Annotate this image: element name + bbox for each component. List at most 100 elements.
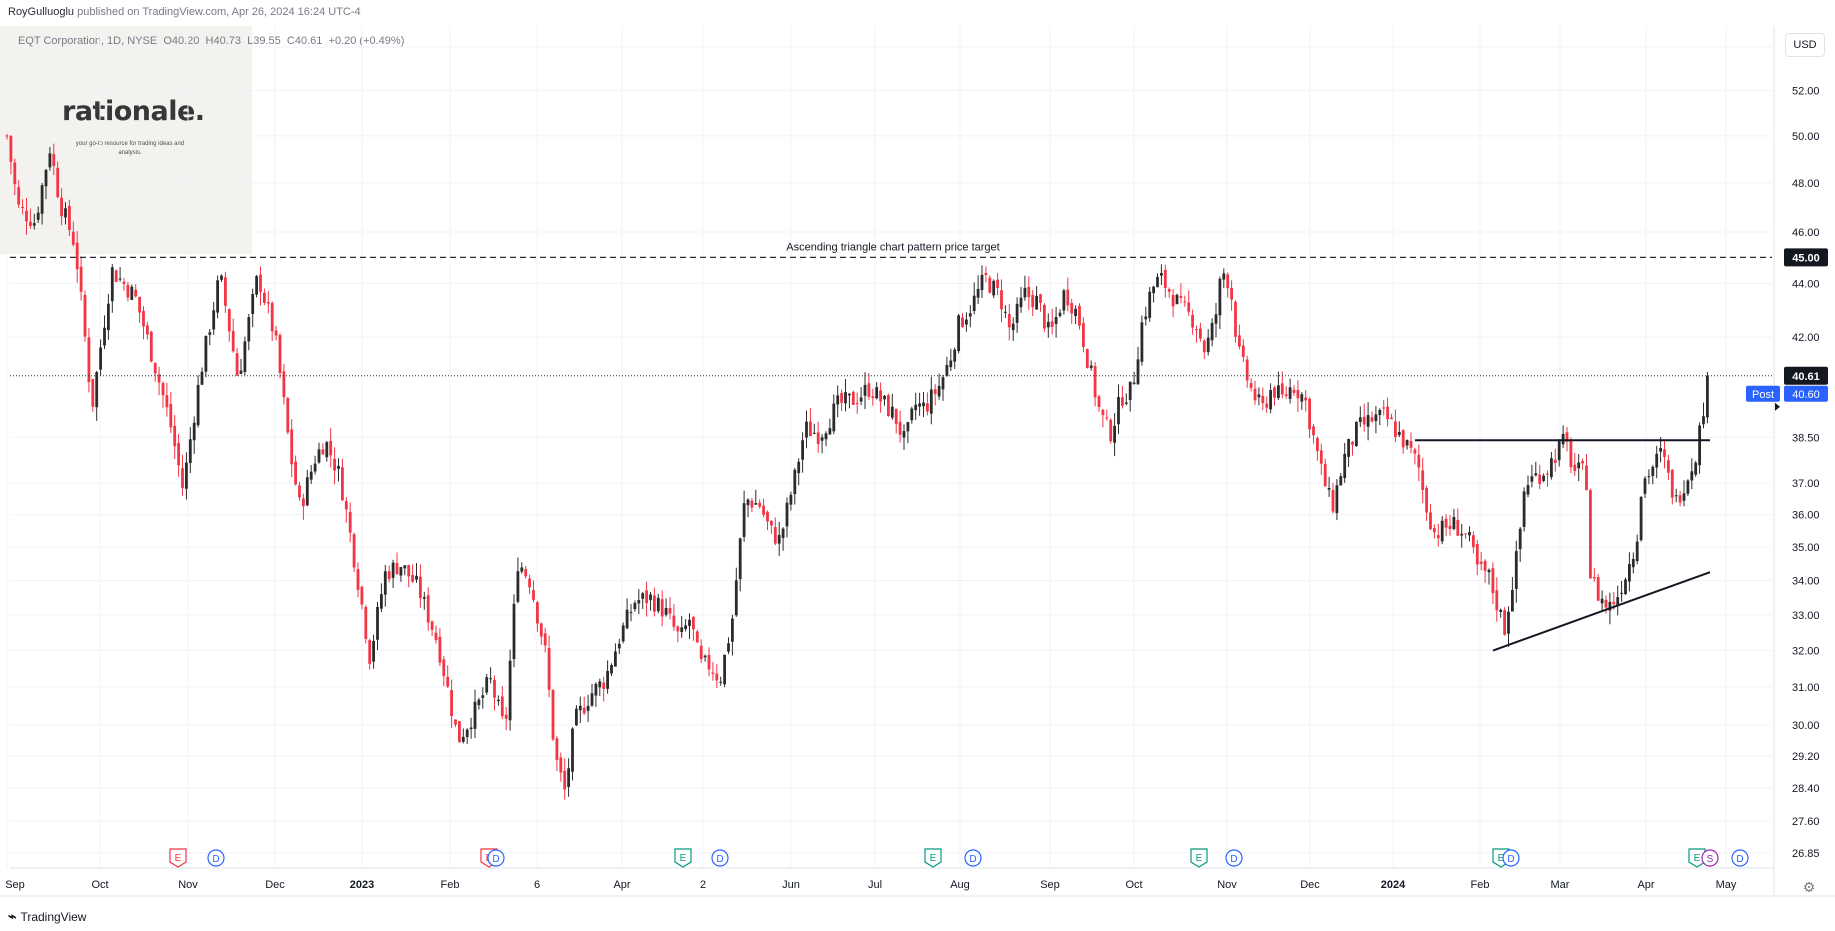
candle[interactable] — [372, 634, 375, 669]
candle[interactable] — [1557, 439, 1561, 467]
candle[interactable] — [1589, 488, 1592, 579]
candle[interactable] — [1522, 487, 1526, 532]
split-marker-icon[interactable]: S — [1701, 849, 1719, 867]
candle[interactable] — [1296, 380, 1300, 413]
candle[interactable] — [255, 274, 258, 298]
candle[interactable] — [910, 406, 914, 424]
candle[interactable] — [851, 390, 855, 406]
candle[interactable] — [512, 594, 516, 668]
candle[interactable] — [434, 625, 438, 644]
candle[interactable] — [1109, 417, 1113, 444]
candle[interactable] — [1335, 479, 1339, 521]
candle[interactable] — [430, 620, 434, 636]
candle[interactable] — [1175, 293, 1179, 305]
candle[interactable] — [906, 421, 910, 444]
candle[interactable] — [114, 269, 118, 283]
candle[interactable] — [528, 574, 531, 595]
candle[interactable] — [1659, 437, 1662, 463]
candle[interactable] — [1585, 454, 1588, 491]
candle[interactable] — [1179, 283, 1183, 304]
candle[interactable] — [1468, 526, 1471, 542]
candle[interactable] — [879, 382, 882, 413]
candle[interactable] — [497, 695, 500, 706]
candle[interactable] — [532, 580, 535, 603]
candle[interactable] — [746, 498, 750, 518]
candle[interactable] — [789, 491, 793, 511]
candle[interactable] — [391, 559, 395, 588]
candle[interactable] — [1292, 385, 1296, 397]
candle[interactable] — [465, 728, 469, 744]
candle[interactable] — [695, 629, 699, 643]
candle[interactable] — [1374, 406, 1378, 434]
candle[interactable] — [399, 567, 403, 582]
candle[interactable] — [188, 427, 192, 474]
candle[interactable] — [543, 627, 547, 653]
candle[interactable] — [1690, 458, 1694, 490]
candle[interactable] — [286, 396, 290, 435]
candle[interactable] — [173, 415, 177, 459]
tradingview-footer[interactable]: ⌁ TradingView — [8, 908, 86, 925]
candle[interactable] — [298, 482, 301, 501]
candle[interactable] — [341, 458, 344, 502]
candle[interactable] — [1561, 425, 1565, 449]
candle[interactable] — [731, 614, 734, 656]
candle[interactable] — [602, 676, 606, 702]
candle[interactable] — [504, 707, 508, 731]
candle[interactable] — [1366, 402, 1370, 441]
candle[interactable] — [1386, 397, 1389, 427]
candle[interactable] — [1253, 380, 1257, 405]
candle[interactable] — [1054, 306, 1058, 338]
candle[interactable] — [914, 392, 918, 421]
candle[interactable] — [243, 336, 247, 376]
candle[interactable] — [984, 266, 988, 283]
candle[interactable] — [992, 279, 996, 299]
dividend-marker-icon[interactable]: D — [964, 849, 982, 867]
candle[interactable] — [1027, 276, 1031, 310]
candle[interactable] — [688, 613, 691, 640]
candle[interactable] — [1479, 551, 1483, 571]
candle[interactable] — [738, 537, 742, 592]
candle[interactable] — [344, 496, 348, 523]
candle[interactable] — [227, 308, 231, 342]
candle[interactable] — [742, 490, 746, 542]
candle[interactable] — [965, 312, 968, 332]
candle[interactable] — [1308, 397, 1311, 439]
candle[interactable] — [1249, 377, 1253, 392]
candle[interactable] — [1670, 468, 1674, 505]
candle[interactable] — [692, 616, 695, 641]
candle[interactable] — [1538, 464, 1542, 490]
candle[interactable] — [840, 389, 843, 412]
candle[interactable] — [1628, 552, 1631, 592]
candle[interactable] — [376, 602, 379, 651]
candle[interactable] — [231, 318, 235, 353]
candle[interactable] — [489, 667, 492, 684]
candle[interactable] — [996, 272, 999, 296]
candle[interactable] — [676, 625, 680, 643]
candle[interactable] — [1074, 305, 1077, 324]
candle[interactable] — [224, 271, 227, 313]
candle[interactable] — [1600, 590, 1604, 612]
candle[interactable] — [1343, 443, 1347, 483]
candle[interactable] — [44, 168, 48, 200]
candle[interactable] — [196, 375, 200, 428]
dividend-marker-icon[interactable]: D — [207, 849, 225, 867]
candle[interactable] — [809, 408, 812, 437]
candle[interactable] — [493, 675, 496, 711]
candle[interactable] — [1413, 447, 1417, 465]
candle[interactable] — [1495, 577, 1499, 622]
candle[interactable] — [216, 275, 219, 319]
candle[interactable] — [1257, 387, 1261, 406]
candle[interactable] — [1128, 381, 1132, 412]
candle[interactable] — [980, 265, 984, 298]
candle[interactable] — [1007, 304, 1011, 341]
candle[interactable] — [1039, 293, 1042, 312]
candle[interactable] — [118, 267, 122, 282]
candle[interactable] — [937, 373, 941, 400]
candle[interactable] — [1089, 360, 1093, 371]
candle[interactable] — [621, 622, 625, 644]
candle[interactable] — [539, 622, 543, 645]
candle[interactable] — [902, 424, 906, 451]
candle[interactable] — [426, 587, 430, 631]
candle[interactable] — [1082, 317, 1085, 353]
